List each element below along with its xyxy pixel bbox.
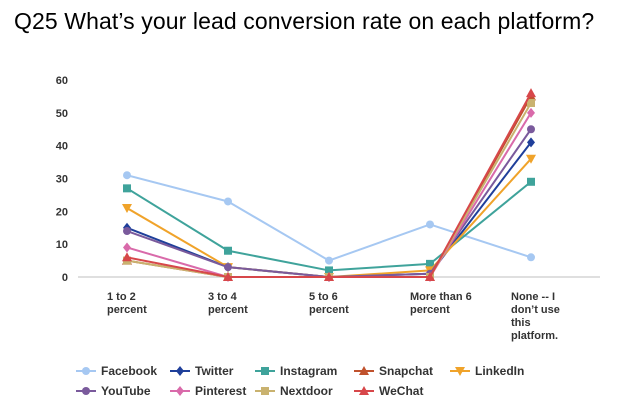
legend-label: Snapchat [379, 364, 433, 378]
legend-marker-facebook [82, 367, 90, 375]
data-point-facebook [123, 171, 131, 180]
legend-label: YouTube [101, 384, 151, 398]
legend-item-instagram: Instagram [255, 364, 337, 378]
data-point-instagram [224, 246, 232, 255]
x-tick-label: 1 to 2 percent [107, 291, 147, 316]
legend-marker-youtube [82, 387, 90, 395]
legend-label: Twitter [195, 364, 234, 378]
data-point-instagram [123, 184, 131, 193]
legend-marker-wechat [359, 386, 369, 395]
legend-marker-instagram [261, 367, 269, 375]
y-tick-label: 20 [56, 206, 68, 218]
series-lines [122, 88, 536, 282]
legend-label: LinkedIn [475, 364, 524, 378]
legend-item-youtube: YouTube [76, 384, 151, 398]
legend-item-wechat: WeChat [354, 384, 423, 398]
data-point-youtube [224, 263, 232, 272]
data-point-instagram [527, 177, 535, 186]
legend-label: Instagram [280, 364, 337, 378]
legend-item-pinterest: Pinterest [170, 384, 246, 398]
legend-marker-linkedin [455, 367, 465, 376]
series-line-facebook [126, 174, 532, 262]
data-point-instagram [325, 266, 333, 275]
legend-marker-twitter [176, 366, 184, 376]
data-point-wechat [122, 252, 132, 262]
legend-label: Facebook [101, 364, 157, 378]
legend-marker-pinterest [176, 386, 184, 396]
data-point-facebook [426, 220, 434, 229]
legend-item-linkedin: LinkedIn [450, 364, 524, 378]
data-point-instagram [426, 259, 434, 268]
x-tick-label: More than 6 percent [410, 291, 472, 316]
data-point-facebook [527, 253, 535, 262]
legend-item-snapchat: Snapchat [354, 364, 433, 378]
y-tick-label: 40 [56, 141, 68, 153]
legend: Facebook Twitter Instagram Snapchat LinkedIn… [76, 364, 524, 398]
legend-label: Nextdoor [280, 384, 333, 398]
data-point-twitter [527, 137, 535, 148]
series-snapchat [122, 91, 536, 281]
legend-item-nextdoor: Nextdoor [255, 384, 333, 398]
axes: 0 10 20 30 40 50 60 1 to 2 percent 3 to 4 percent 5… [56, 75, 600, 342]
y-tick-label: 60 [56, 75, 68, 87]
data-point-linkedin [526, 154, 536, 164]
y-tick-label: 50 [56, 108, 68, 120]
data-point-youtube [123, 227, 131, 236]
chart-title: Q25 What’s your lead conversion rate on … [14, 8, 595, 34]
data-point-facebook [325, 256, 333, 265]
legend-marker-snapchat [359, 366, 369, 375]
series-pinterest [123, 107, 535, 282]
x-tick-label: 3 to 4 percent [208, 291, 248, 316]
data-point-pinterest [527, 107, 535, 118]
series-wechat [122, 88, 536, 281]
data-point-pinterest [123, 242, 131, 253]
legend-label: Pinterest [195, 384, 246, 398]
data-point-wechat [425, 272, 435, 281]
data-point-wechat [526, 88, 536, 98]
legend-label: WeChat [379, 384, 423, 398]
data-point-facebook [224, 197, 232, 206]
y-tick-label: 10 [56, 239, 68, 251]
data-point-wechat [324, 272, 334, 281]
legend-marker-nextdoor [261, 387, 269, 395]
x-tick-label: 5 to 6 percent [309, 291, 349, 316]
data-point-youtube [527, 125, 535, 134]
data-point-linkedin [122, 204, 132, 214]
legend-item-facebook: Facebook [76, 364, 157, 378]
data-point-nextdoor [527, 98, 535, 107]
data-point-wechat [223, 272, 233, 281]
y-tick-label: 30 [56, 174, 68, 186]
series-line-snapchat [126, 95, 532, 278]
series-line-wechat [126, 92, 532, 278]
series-instagram [123, 177, 535, 275]
y-tick-label: 0 [62, 272, 68, 284]
legend-item-twitter: Twitter [170, 364, 234, 378]
